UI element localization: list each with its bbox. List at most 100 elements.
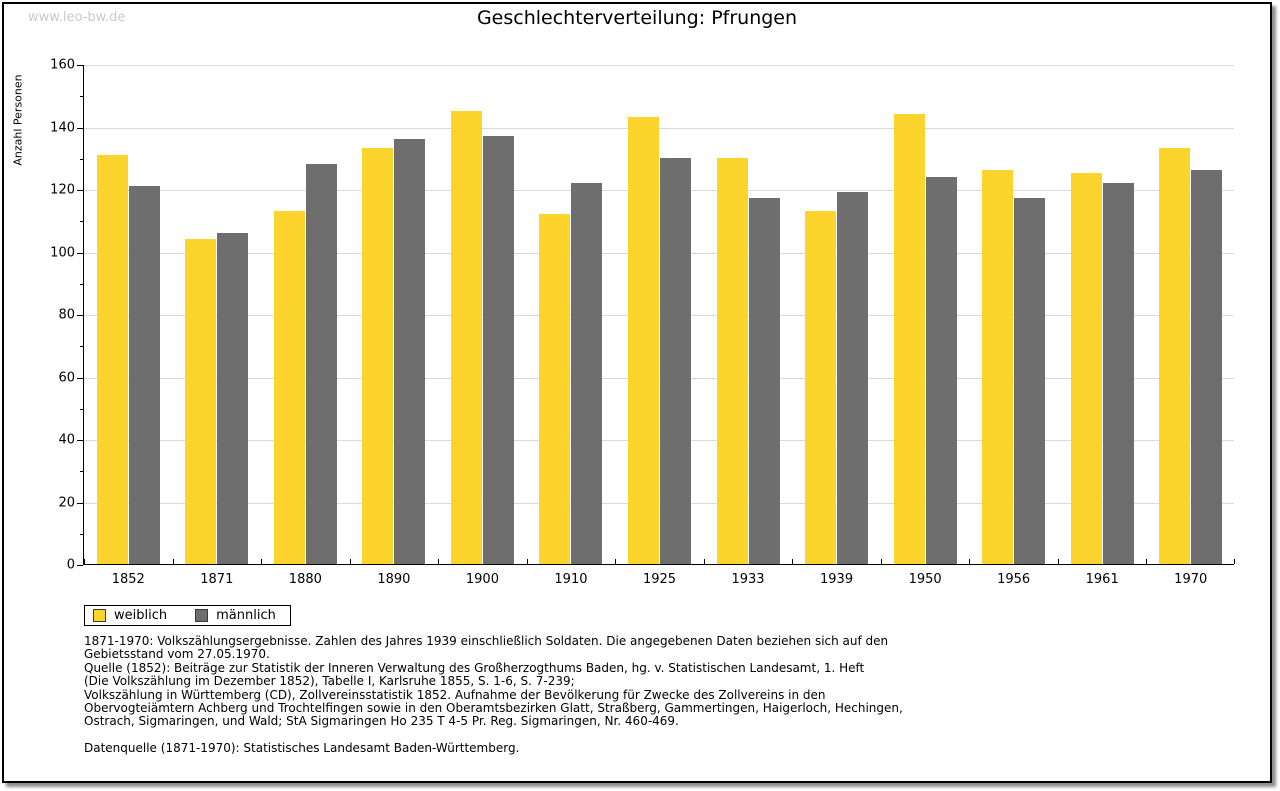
- x-axis-tick: [1146, 559, 1148, 564]
- x-axis-tick: [703, 559, 705, 564]
- y-axis-tick-label: 80: [58, 307, 75, 323]
- bar-weiblich-1910: [539, 214, 571, 564]
- y-axis-tick-label: 120: [50, 182, 75, 198]
- y-axis-minor-tick: [80, 533, 83, 535]
- x-axis-label-1925: 1925: [642, 572, 677, 587]
- page-frame: www.leo-bw.de Geschlechterverteilung: Pf…: [2, 2, 1272, 783]
- bar-weiblich-1933: [716, 157, 748, 564]
- y-axis-major-tick: [77, 440, 83, 441]
- x-axis-label-1939: 1939: [820, 572, 854, 587]
- bar-weiblich-1939: [805, 210, 837, 564]
- footnote-line: Quelle (1852): Beiträge zur Statistik de…: [84, 660, 865, 675]
- y-axis-minor-tick: [80, 96, 83, 98]
- gridline-140: [84, 127, 1234, 129]
- gridline-160: [84, 65, 1234, 66]
- y-axis-tick-label: 60: [58, 370, 75, 385]
- gridline-120: [84, 190, 1234, 191]
- x-axis-label-1933: 1933: [731, 572, 765, 587]
- x-axis-label-1880: 1880: [288, 572, 322, 587]
- x-axis-label-1871: 1871: [200, 572, 234, 587]
- bar-weiblich-1950: [893, 114, 925, 564]
- bar-maennlich-1900: [482, 135, 514, 564]
- footnote-line: Datenquelle (1871-1970): Statistisches L…: [84, 741, 520, 756]
- footnote-line: 1871-1970: Volkszählungsergebnisse. Zahl…: [84, 634, 889, 648]
- bar-maennlich-1933: [748, 198, 780, 564]
- legend-label-weiblich: weiblich: [114, 608, 168, 623]
- x-axis-tick: [261, 559, 263, 564]
- y-axis-tick-label: 100: [50, 245, 75, 260]
- gridline-100: [84, 252, 1234, 254]
- x-axis-tick: [880, 559, 882, 564]
- bar-weiblich-1852: [96, 154, 128, 564]
- y-axis-minor-tick: [80, 221, 83, 223]
- y-axis-major-tick: [77, 252, 83, 254]
- bar-weiblich-1871: [185, 239, 217, 564]
- y-axis-tick-label: 140: [50, 120, 75, 135]
- x-axis-tick: [84, 559, 85, 564]
- plot-area: 0 20 40 60 80 100 120 140 160 1852 1871 1880 1890 190…: [50, 58, 1235, 587]
- gridline-80: [84, 315, 1234, 316]
- bar-maennlich-1961: [1102, 182, 1134, 564]
- y-axis-tick-label: 20: [58, 495, 75, 510]
- y-axis-tick-label: 160: [50, 57, 75, 73]
- x-axis-label-1890: 1890: [377, 572, 411, 587]
- bar-weiblich-1890: [362, 148, 394, 564]
- gridline-40: [84, 440, 1234, 441]
- bar-maennlich-1880: [305, 164, 337, 564]
- bar-weiblich-1925: [628, 117, 659, 564]
- footnote-line: (Die Volkszählung im Dezember 1852), Tab…: [84, 674, 575, 689]
- y-axis-major-tick: [77, 565, 83, 566]
- footnote-line: Obervogteiämtern Achberg und Trochtelfin…: [84, 700, 903, 715]
- footnote-line: [84, 729, 903, 742]
- x-axis-tick: [172, 559, 174, 564]
- y-axis-minor-tick: [80, 408, 83, 410]
- legend-swatch-maennlich: [195, 609, 209, 622]
- x-axis-tick: [349, 559, 351, 564]
- gridline-60: [84, 377, 1234, 379]
- y-axis-minor-tick: [80, 283, 83, 285]
- x-axis-tick: [792, 559, 794, 564]
- bar-weiblich-1961: [1070, 173, 1102, 564]
- legend-label-maennlich: männlich: [216, 608, 276, 623]
- x-axis-label-1900: 1900: [465, 572, 499, 587]
- chart-legend: weiblich männlich: [84, 605, 291, 626]
- y-axis-major-tick: [77, 377, 83, 379]
- y-axis-major-tick: [77, 315, 83, 316]
- y-axis-minor-tick: [80, 471, 83, 473]
- x-axis-tick: [438, 559, 440, 564]
- y-axis-minor-tick: [80, 158, 83, 160]
- x-axis-tick: [1234, 559, 1235, 564]
- y-axis-major-tick: [77, 65, 83, 66]
- bar-weiblich-1956: [982, 170, 1014, 564]
- bar-maennlich-1970: [1191, 170, 1223, 564]
- footnote-line: Gebietsstand vom 27.05.1970.: [84, 647, 270, 662]
- x-axis-tick: [1057, 559, 1059, 564]
- bar-weiblich-1900: [450, 110, 482, 564]
- gridline-20: [84, 502, 1234, 504]
- x-axis-label-1852: 1852: [111, 572, 145, 587]
- bar-weiblich-1880: [273, 210, 305, 564]
- bar-maennlich-1956: [1014, 198, 1046, 564]
- x-axis-tick: [969, 559, 971, 564]
- y-axis-major-tick: [77, 127, 83, 129]
- bar-maennlich-1950: [925, 176, 957, 564]
- source-footnote: 1871-1970: Volkszählungsergebnisse. Zahl…: [84, 634, 903, 756]
- bar-maennlich-1910: [571, 182, 603, 564]
- x-axis-tick: [526, 559, 528, 564]
- x-axis-label-1910: 1910: [554, 572, 588, 587]
- x-axis-label-1970: 1970: [1174, 572, 1208, 587]
- y-axis-minor-tick: [80, 346, 83, 348]
- bar-weiblich-1970: [1159, 148, 1191, 564]
- y-axis-major-tick: [77, 502, 83, 504]
- bar-maennlich-1890: [394, 139, 426, 564]
- y-axis-major-tick: [77, 190, 83, 191]
- chart-title: Geschlechterverteilung: Pfrungen: [476, 7, 798, 29]
- bar-maennlich-1871: [217, 232, 249, 564]
- footnote-line: Volkszählung in Württemberg (CD), Zollve…: [84, 687, 826, 702]
- y-axis-title: Anzahl Personen: [11, 74, 25, 166]
- bar-maennlich-1852: [128, 185, 160, 564]
- y-axis-tick-label: 0: [66, 557, 75, 573]
- legend-swatch-weiblich: [93, 609, 106, 622]
- footnote-line: Ostrach, Sigmaringen, und Wald; StA Sigm…: [84, 714, 679, 729]
- x-axis-label-1956: 1956: [997, 572, 1031, 587]
